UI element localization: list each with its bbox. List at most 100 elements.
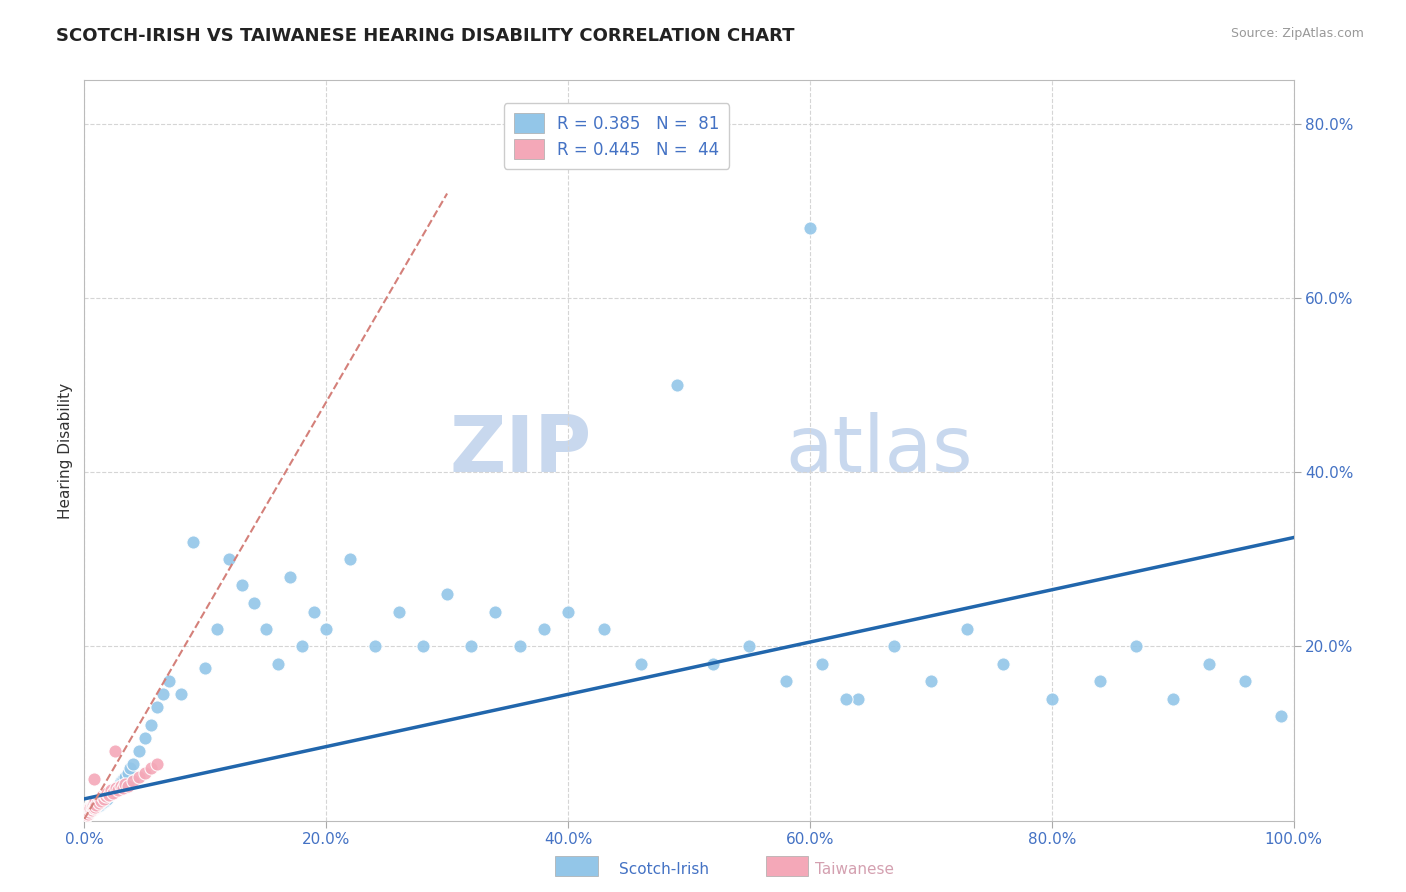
Point — [775, 674, 797, 689]
Point — [194, 661, 217, 675]
Point — [460, 640, 482, 654]
Point — [117, 779, 139, 793]
Point — [93, 792, 115, 806]
Point — [104, 780, 127, 795]
Point — [139, 718, 162, 732]
Point — [79, 802, 101, 816]
Point — [94, 789, 117, 804]
Point — [107, 783, 129, 797]
Point — [412, 640, 434, 654]
Point — [207, 622, 229, 636]
Point — [302, 605, 325, 619]
Point — [218, 552, 240, 566]
Point — [146, 700, 169, 714]
Y-axis label: Hearing Disability: Hearing Disability — [58, 383, 73, 518]
Point — [484, 605, 506, 619]
Point — [107, 779, 129, 793]
Point — [79, 803, 101, 817]
Point — [87, 796, 110, 810]
Point — [152, 687, 174, 701]
Point — [835, 691, 858, 706]
Point — [86, 797, 108, 812]
Point — [104, 744, 127, 758]
Point — [97, 788, 120, 802]
Point — [170, 687, 193, 701]
Point — [86, 798, 108, 813]
Point — [146, 757, 169, 772]
Point — [181, 535, 204, 549]
Point — [83, 796, 105, 810]
Text: Taiwanese: Taiwanese — [815, 863, 894, 877]
Point — [1161, 691, 1184, 706]
Point — [83, 772, 105, 786]
Point — [79, 800, 101, 814]
Point — [90, 795, 112, 809]
Point — [82, 800, 104, 814]
Point — [956, 622, 979, 636]
Point — [77, 803, 100, 817]
Point — [509, 640, 531, 654]
Point — [96, 792, 118, 806]
Point — [94, 788, 117, 802]
Text: atlas: atlas — [786, 412, 973, 489]
Point — [84, 800, 107, 814]
Text: Scotch-Irish: Scotch-Irish — [619, 863, 709, 877]
Point — [96, 786, 118, 800]
Point — [363, 640, 385, 654]
Point — [77, 805, 100, 819]
Point — [593, 622, 616, 636]
Point — [738, 640, 761, 654]
Point — [97, 788, 120, 802]
Point — [112, 772, 135, 786]
Point — [267, 657, 290, 671]
Point — [630, 657, 652, 671]
Point — [114, 770, 136, 784]
Point — [87, 796, 110, 810]
Point — [1040, 691, 1063, 706]
Point — [242, 596, 264, 610]
Point — [121, 774, 143, 789]
Point — [388, 605, 411, 619]
Point — [77, 800, 100, 814]
Point — [846, 691, 869, 706]
Point — [76, 807, 98, 822]
Point — [1234, 674, 1257, 689]
Point — [94, 789, 117, 804]
Point — [120, 761, 142, 775]
Point — [110, 774, 132, 789]
Point — [89, 797, 111, 812]
Point — [84, 799, 107, 814]
Point — [993, 657, 1015, 671]
Text: Source: ZipAtlas.com: Source: ZipAtlas.com — [1230, 27, 1364, 40]
Point — [83, 801, 105, 815]
FancyBboxPatch shape — [555, 856, 598, 876]
Point — [315, 622, 337, 636]
Point — [114, 777, 136, 791]
Point — [82, 801, 104, 815]
Point — [75, 806, 97, 821]
Point — [75, 809, 97, 823]
Point — [91, 789, 114, 804]
Point — [1088, 674, 1111, 689]
Point — [665, 378, 688, 392]
Point — [76, 805, 98, 819]
Point — [90, 795, 112, 809]
Text: SCOTCH-IRISH VS TAIWANESE HEARING DISABILITY CORRELATION CHART: SCOTCH-IRISH VS TAIWANESE HEARING DISABI… — [56, 27, 794, 45]
Point — [557, 605, 579, 619]
Point — [278, 570, 301, 584]
Point — [811, 657, 834, 671]
Point — [231, 578, 253, 592]
Point — [84, 795, 107, 809]
Point — [799, 221, 821, 235]
Point — [121, 757, 143, 772]
Point — [254, 622, 277, 636]
Point — [86, 797, 108, 812]
Point — [339, 552, 361, 566]
Point — [139, 761, 162, 775]
Point — [128, 770, 150, 784]
Point — [76, 803, 98, 817]
Point — [77, 803, 100, 817]
Point — [533, 622, 555, 636]
Point — [100, 783, 122, 797]
Point — [157, 674, 180, 689]
